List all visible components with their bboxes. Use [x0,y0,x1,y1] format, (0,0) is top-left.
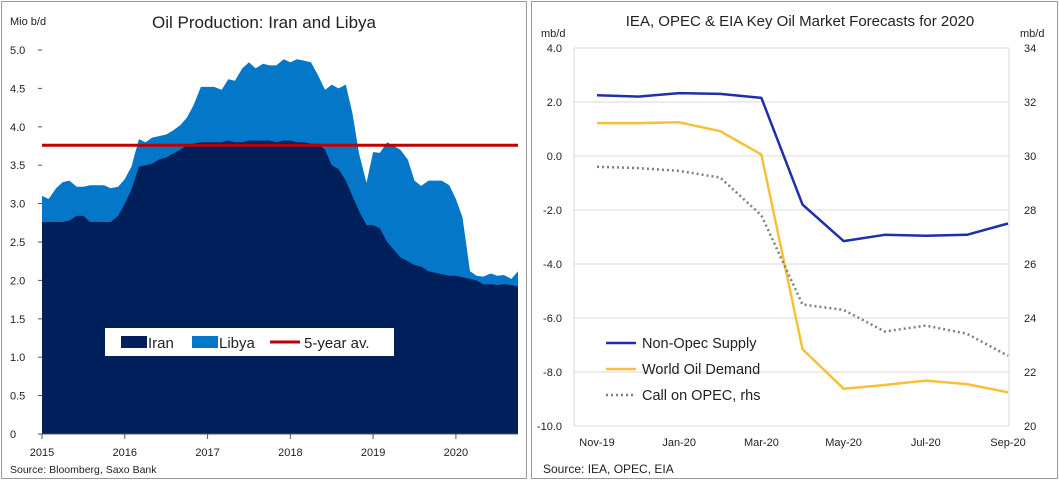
x-tick-label: 2017 [195,447,219,459]
right-y-tick-label: 22 [1024,367,1036,379]
y-tick-label: 4.0 [10,122,25,134]
right-y-tick-label: 26 [1024,259,1036,271]
left-y-tick-label: -4.0 [543,259,562,271]
x-tick-label: Jul-20 [911,437,941,449]
x-tick-label: 2018 [278,447,302,459]
right-y-tick-label: 20 [1024,421,1036,433]
legend-label-1: World Oil Demand [642,362,760,378]
legend-label-2: Call on OPEC, rhs [642,388,760,404]
right-y-tick-label: 24 [1024,313,1036,325]
left-y-tick-label: 0.0 [547,151,562,163]
x-tick-label: Sep-20 [990,437,1025,449]
source-note: Source: IEA, OPEC, EIA [543,462,674,476]
series-line-1 [597,121,1009,394]
iran-area [42,140,518,434]
left-y-tick-label: -10.0 [537,421,562,433]
y-tick-label: 1.0 [10,352,25,364]
source-note: Source: Bloomberg, Saxo Bank [10,464,157,476]
y-tick-label: 1.5 [10,314,25,326]
series-line-0 [596,91,1009,243]
left-y-tick-label: -8.0 [543,367,562,379]
x-tick-label: 2015 [30,447,54,459]
x-tick-label: Mar-20 [744,437,779,449]
legend: Iran Libya 5-year av. [105,328,394,356]
iran-libya-chart-panel: Oil Production: Iran and Libya Mio b/d S… [1,1,527,479]
y-tick-label: 2.0 [10,275,25,287]
right-axis-label: mb/d [1020,28,1044,40]
y-axis-label: Mio b/d [10,16,46,28]
iran-libya-chart: Oil Production: Iran and Libya Mio b/d S… [10,13,518,476]
y-tick-label: 2.5 [10,237,25,249]
y-tick-label: 5.0 [10,45,25,57]
x-tick-label: Nov-19 [579,437,614,449]
left-y-tick-label: -6.0 [543,313,562,325]
left-y-tick-label: 2.0 [547,97,562,109]
chart-title: IEA, OPEC & EIA Key Oil Market Forecasts… [626,13,974,30]
y-tick-label: 3.5 [10,160,25,172]
y-tick-label: 0 [10,429,16,441]
series-line-2 [596,165,1009,357]
x-tick-label: May-20 [825,437,862,449]
left-y-tick-label: -2.0 [543,205,562,217]
x-tick-label: Jan-20 [662,437,696,449]
chart-title: Oil Production: Iran and Libya [152,13,377,32]
right-y-tick-label: 32 [1024,97,1036,109]
legend-swatch-libya [192,336,218,348]
x-tick-label: 2016 [113,447,137,459]
legend-label-iran: Iran [148,335,174,352]
legend-label-0: Non-Opec Supply [642,336,757,352]
right-y-tick-label: 28 [1024,205,1036,217]
y-tick-label: 3.0 [10,199,25,211]
x-tick-label: 2020 [444,447,468,459]
legend-label-average: 5-year av. [304,335,370,352]
left-axis-label: mb/d [541,28,565,40]
x-tick-label: 2019 [361,447,385,459]
legend-label-libya: Libya [219,335,256,352]
legend: Non-Opec Supply World Oil Demand Call on O… [606,336,760,404]
oil-forecasts-chart: IEA, OPEC & EIA Key Oil Market Forecasts… [537,13,1045,476]
oil-forecasts-chart-panel: IEA, OPEC & EIA Key Oil Market Forecasts… [531,1,1058,479]
y-tick-label: 4.5 [10,83,25,95]
y-tick-label: 0.5 [10,391,25,403]
right-y-tick-label: 34 [1024,43,1036,55]
legend-swatch-iran [121,336,147,348]
legend-box [105,328,394,356]
left-y-tick-label: 4.0 [547,43,562,55]
right-y-tick-label: 30 [1024,151,1036,163]
